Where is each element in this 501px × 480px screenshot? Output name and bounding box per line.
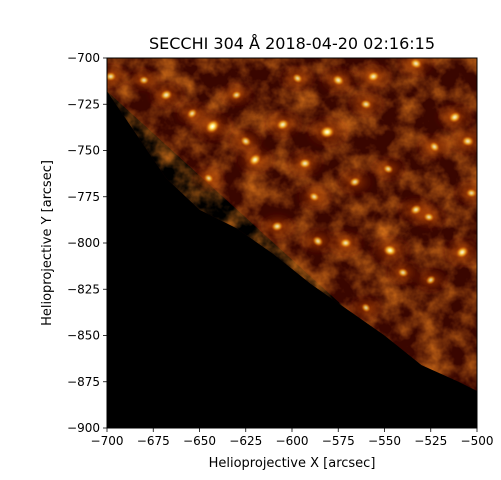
y-tick-label: −725 (67, 97, 100, 111)
x-tick-label: −500 (461, 434, 494, 448)
y-tick-label: −775 (67, 190, 100, 204)
x-tick-label: −625 (229, 434, 262, 448)
y-tick-label: −875 (67, 375, 100, 389)
x-tick-label: −650 (183, 434, 216, 448)
y-tick-label: −825 (67, 282, 100, 296)
y-tick-label: −700 (67, 51, 100, 65)
x-tick-label: −575 (322, 434, 355, 448)
solar-image (91, 48, 491, 428)
x-tick-label: −525 (414, 434, 447, 448)
x-tick-label: −700 (91, 434, 124, 448)
x-tick-label: −600 (276, 434, 309, 448)
x-axis-ticks: −700 −675 −650 −625 −600 −575 −550 −525 −500 (91, 428, 494, 448)
y-tick-label: −900 (67, 421, 100, 435)
y-axis-label: Helioprojective Y [arcsec] (40, 160, 55, 326)
y-tick-label: −850 (67, 329, 100, 343)
figure-title: SECCHI 304 Å 2018-04-20 02:16:15 (149, 34, 435, 53)
x-tick-label: −550 (368, 434, 401, 448)
x-tick-label: −675 (137, 434, 170, 448)
y-tick-label: −750 (67, 144, 100, 158)
y-tick-label: −800 (67, 236, 100, 250)
x-axis-label: Helioprojective X [arcsec] (209, 456, 376, 471)
y-axis-ticks: −700 −725 −750 −775 −800 −825 −850 −875 −900 (67, 51, 107, 435)
